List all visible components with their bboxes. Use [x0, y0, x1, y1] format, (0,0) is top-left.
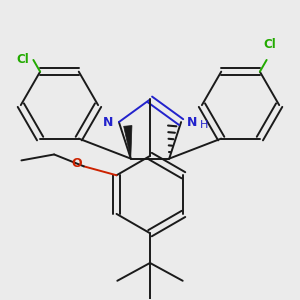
Text: N: N — [103, 116, 113, 129]
Text: Cl: Cl — [263, 38, 276, 51]
Text: H: H — [200, 120, 208, 130]
Text: Cl: Cl — [16, 53, 29, 66]
Polygon shape — [124, 125, 132, 159]
Text: O: O — [71, 157, 82, 170]
Text: N: N — [187, 116, 197, 129]
